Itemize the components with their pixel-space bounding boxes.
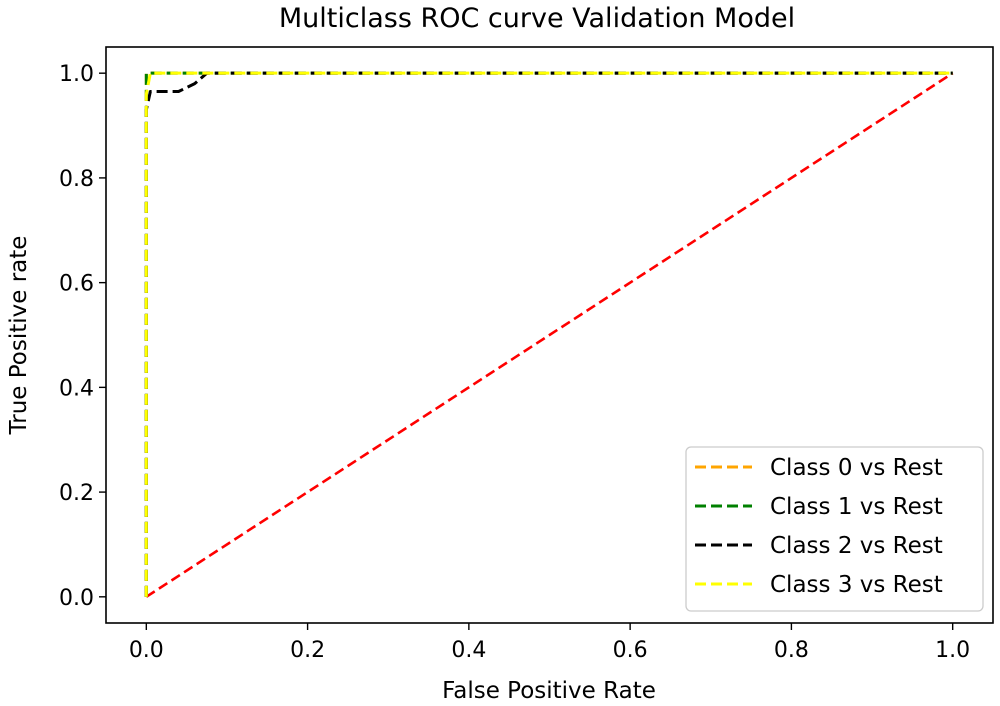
x-tick-label: 0.8: [774, 638, 809, 663]
x-axis-label: False Positive Rate: [442, 678, 656, 704]
chart-title: Multiclass ROC curve Validation Model: [279, 3, 795, 34]
x-tick-label: 0.2: [290, 638, 325, 663]
y-axis: 0.0 0.2 0.4 0.6 0.8 1.0: [59, 62, 106, 611]
y-axis-label: True Positive rate: [6, 236, 32, 436]
y-tick-label: 0.6: [59, 272, 94, 297]
x-tick-label: 0.0: [129, 638, 164, 663]
y-tick-label: 0.8: [59, 167, 94, 192]
legend-label-class-2: Class 2 vs Rest: [770, 533, 943, 559]
y-tick-label: 1.0: [59, 62, 94, 87]
legend-box: [685, 446, 984, 612]
legend: Class 0 vs Rest Class 1 vs Rest Class 2 vs…: [685, 446, 984, 612]
legend-label-class-3: Class 3 vs Rest: [770, 572, 943, 598]
legend-label-class-0: Class 0 vs Rest: [770, 455, 943, 481]
x-axis: 0.0 0.2 0.4 0.6 0.8 1.0: [129, 623, 970, 663]
legend-label-class-1: Class 1 vs Rest: [770, 494, 943, 520]
plot-frame: [105, 46, 994, 624]
reference-diagonal-line: [145, 72, 954, 598]
y-tick-label: 0.4: [59, 376, 94, 401]
y-tick-label: 0.2: [59, 481, 94, 506]
x-tick-label: 1.0: [935, 638, 970, 663]
y-tick-label: 0.0: [59, 586, 94, 611]
plot-area: [144, 71, 954, 598]
x-tick-label: 0.4: [451, 638, 486, 663]
roc-line-class-3: [144, 71, 953, 597]
x-tick-label: 0.6: [613, 638, 648, 663]
